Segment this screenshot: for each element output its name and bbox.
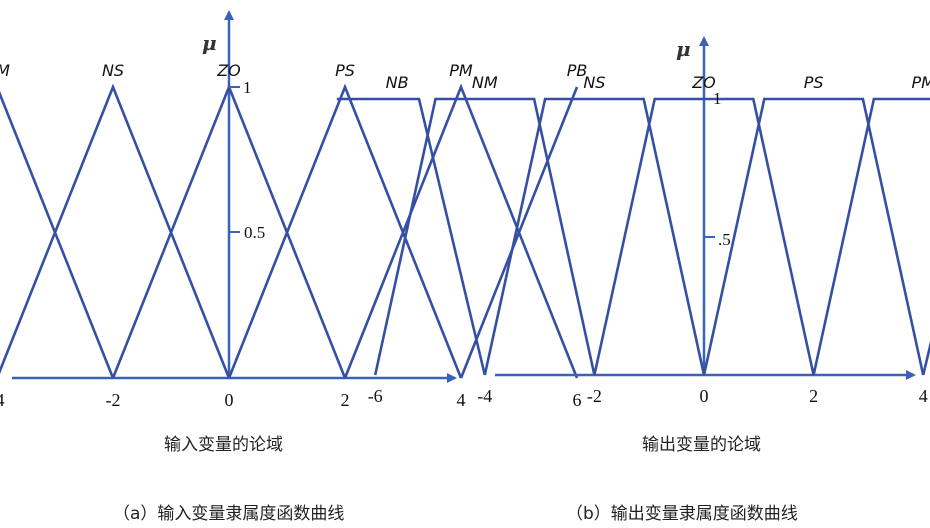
chart-b: μ NB NM NS ZO PS PM PB 1 .5 -6 -4 -2 0 2 4 6 输出变量的论域…: [336, 36, 930, 524]
chart-a-ylabel: μ: [202, 31, 217, 55]
x-tick-label: -2: [106, 390, 121, 410]
x-tick-label: 4: [457, 390, 466, 410]
x-tick-label: -6: [368, 386, 383, 406]
series-line-ps: [702, 97, 925, 376]
x-tick-label: 0: [700, 386, 709, 406]
series-line-nm: [373, 97, 596, 376]
series-label-pm: PM: [449, 61, 473, 80]
chart-a-series-labels: NBNMNSZOPSPMPB: [0, 61, 587, 80]
x-tick-label: -4: [477, 386, 492, 406]
x-tick-label: -4: [0, 390, 5, 410]
series-line-ns: [483, 97, 706, 376]
series-label-nm: NM: [472, 73, 498, 92]
series-line-nb: [336, 97, 487, 376]
x-tick-label: -2: [587, 386, 602, 406]
chart-b-series-labels: NBNMNSZOPSPMPB: [386, 73, 930, 92]
chart-b-ytick-1: 1: [713, 89, 722, 108]
chart-a: μ NB NM NS ZO PS PM PB 1 0.5 -6 -4 -2 0 2 4 6 输入变量的论…: [0, 10, 587, 524]
series-line-zo: [593, 97, 815, 376]
series-label-pb: PB: [567, 61, 588, 80]
series-label-ns: NS: [102, 61, 124, 80]
chart-b-ytick-0.5: .5: [718, 230, 731, 249]
chart-b-xlabel: 输出变量的论域: [642, 435, 761, 455]
series-label-ps: PS: [804, 73, 824, 92]
x-tick-label: 6: [573, 390, 582, 410]
series-label-nm: NM: [0, 61, 10, 80]
series-line-ns: [0, 83, 231, 379]
chart-b-series-group: [336, 97, 930, 376]
series-line-nm: [0, 91, 115, 379]
chart-a-ytick-0.5: 0.5: [244, 223, 265, 242]
series-label-ps: PS: [335, 61, 355, 80]
chart-a-caption: （a）输入变量隶属度函数曲线: [113, 504, 344, 524]
x-tick-label: 4: [919, 386, 928, 406]
series-line-pm: [343, 83, 579, 379]
x-tick-label: 2: [809, 386, 818, 406]
chart-a-xlabel: 输入变量的论域: [164, 435, 283, 455]
series-label-pm: PM: [911, 73, 930, 92]
series-label-nb: NB: [386, 73, 409, 92]
series-label-zo: ZO: [691, 73, 716, 92]
x-tick-label: 0: [225, 390, 234, 410]
x-tick-label: 2: [341, 390, 350, 410]
series-label-zo: ZO: [216, 61, 241, 80]
series-line-pb: [459, 86, 579, 379]
series-line-pm: [812, 97, 930, 376]
chart-b-caption: （b）输出变量隶属度函数曲线: [566, 504, 798, 524]
chart-a-series-group: [0, 83, 579, 379]
series-line-pb: [921, 340, 930, 376]
chart-b-ylabel: μ: [676, 37, 691, 61]
series-line-ps: [227, 83, 463, 379]
series-label-ns: NS: [583, 73, 605, 92]
chart-a-ytick-1: 1: [243, 78, 252, 97]
